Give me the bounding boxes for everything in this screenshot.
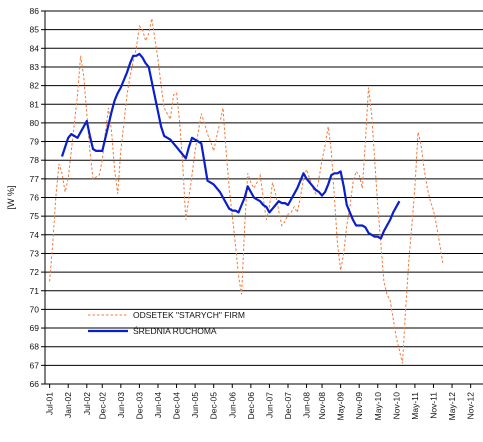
y-tick-label: 68 [30,342,40,352]
y-tick-label: 76 [30,193,40,203]
x-tick-label: Jun-05 [190,392,200,418]
x-tick-label: May-12 [447,392,457,421]
x-tick-label: Jun-03 [116,392,126,418]
series-line-odsetek-starych-firm [49,18,444,364]
legend-label: ŚREDNIA RUCHOMA [133,325,217,336]
x-tick-label: May-09 [336,392,346,421]
y-tick-label: 86 [30,6,40,16]
y-tick-label: 67 [30,360,40,370]
x-tick-label: Jun-08 [302,392,312,418]
y-tick-label: 79 [30,137,40,147]
x-tick-label: Jan-02 [63,392,73,418]
x-tick-label: Jun-04 [153,392,163,418]
y-tick-label: 71 [30,286,40,296]
x-axis-ticks: Jul-01 Jan-02 Jul-02 Dec-02 Jun-03 Dec-03 Jun-… [45,384,476,420]
y-tick-label: 77 [30,174,40,184]
x-tick-label: Dec-06 [246,392,256,420]
series-line-srednia-ruchoma [60,52,401,240]
x-tick-label: Jul-02 [82,392,92,415]
x-tick-label: Nov-12 [466,392,476,420]
y-tick-label: 70 [30,304,40,314]
x-tick-label: Dec-07 [283,392,293,420]
x-tick-label: Jun-06 [227,392,237,418]
x-tick-label: Nov-11 [428,392,438,419]
y-tick-label: 69 [30,323,40,333]
x-tick-label: Dec-05 [209,392,219,420]
x-tick-label: Dec-02 [97,392,107,420]
y-axis-ticks: 66 67 68 69 70 71 72 73 74 75 76 77 78 79 80 81 82 83 84 85… [30,6,483,389]
x-tick-label: Nov-08 [317,392,327,420]
x-tick-label: Dec-03 [134,392,144,420]
y-tick-label: 75 [30,211,40,221]
x-tick-label: Dec-04 [172,392,182,420]
y-tick-label: 74 [30,230,40,240]
series-lines [49,18,444,364]
y-tick-label: 81 [30,99,40,109]
y-tick-label: 80 [30,118,40,128]
x-tick-label: Nov-10 [391,392,401,420]
x-tick-label: Jul-01 [45,392,55,415]
y-tick-label: 82 [30,81,40,91]
x-tick-label: Jun-07 [264,392,274,418]
x-tick-label: May-10 [373,392,383,421]
legend: ODSETEK "STARYCH" FIRM ŚREDNIA RUCHOMA [88,310,245,336]
y-tick-label: 83 [30,62,40,72]
y-tick-label: 78 [30,155,40,165]
y-tick-label: 85 [30,25,40,35]
y-tick-label: 73 [30,248,40,258]
y-tick-label: 84 [30,43,40,53]
x-tick-label: Nov-09 [354,392,364,420]
x-tick-label: May-11 [410,392,420,420]
y-tick-label: 72 [30,267,40,277]
y-axis-label: [W %] [6,186,16,210]
legend-label: ODSETEK "STARYCH" FIRM [133,310,245,320]
y-tick-label: 66 [30,379,40,389]
